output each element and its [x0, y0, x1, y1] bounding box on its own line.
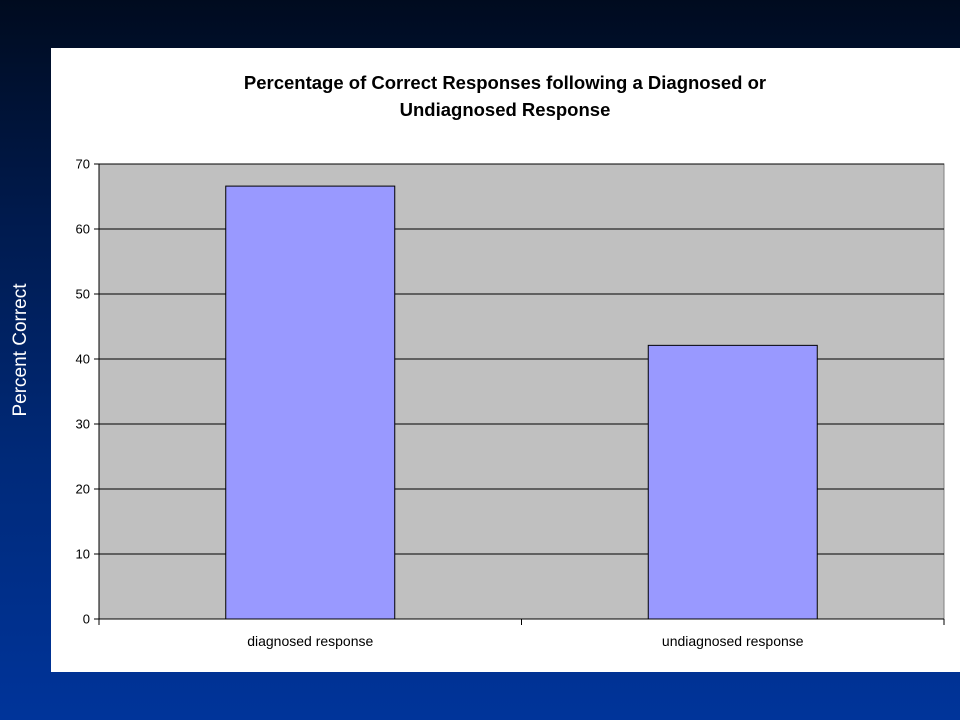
- bar: [647, 344, 818, 620]
- y-axis-title: Percent Correct: [10, 283, 31, 417]
- bar: [225, 185, 396, 620]
- x-category-label: diagnosed response: [247, 633, 373, 649]
- plot-area: 0 10 20 30 40 50 60 70 diagnosed response undiagn…: [76, 157, 945, 649]
- x-category-label: undiagnosed response: [662, 633, 804, 649]
- y-tick-label: 40: [76, 352, 90, 367]
- chart-title-line-2: Undiagnosed Response: [400, 99, 611, 120]
- y-tick-label: 30: [76, 417, 90, 432]
- y-tick-label: 50: [76, 287, 90, 302]
- chart-panel: Percentage of Correct Responses followin…: [51, 48, 960, 672]
- chart-title-line-1: Percentage of Correct Responses followin…: [244, 72, 766, 93]
- y-tick-label: 70: [76, 157, 90, 172]
- y-tick-label: 20: [76, 482, 90, 497]
- bar-chart: Percentage of Correct Responses followin…: [76, 72, 945, 649]
- y-tick-label: 60: [76, 222, 90, 237]
- y-tick-label: 10: [76, 547, 90, 562]
- y-tick-label: 0: [83, 612, 90, 627]
